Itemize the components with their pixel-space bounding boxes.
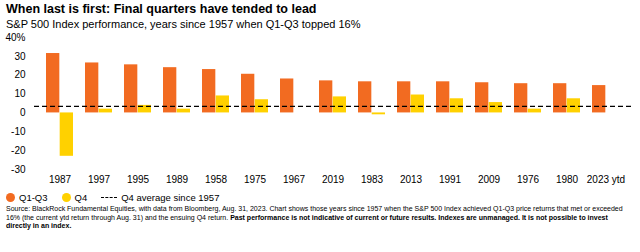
svg-text:1976: 1976 [517, 174, 540, 185]
svg-text:1975: 1975 [244, 174, 267, 185]
html-text:Q4 average since 1957: Q4 average since 1957 [121, 192, 220, 203]
svg-text:2013: 2013 [400, 174, 423, 185]
html-text:When last is first: Final quar: When last is first: Final quarters have … [6, 2, 317, 16]
svg-text:1958: 1958 [205, 174, 228, 185]
svg-text:40%: 40% [5, 32, 25, 43]
html-text:Q1-Q3: Q1-Q3 [19, 192, 48, 203]
html-text:Q4: Q4 [74, 192, 88, 203]
svg-text:2009: 2009 [478, 174, 501, 185]
svg-text:20: 20 [14, 69, 26, 80]
svg-text:1995: 1995 [127, 174, 150, 185]
svg-text:0: 0 [20, 107, 26, 118]
html-text:S&P 500 Index performance, yea: S&P 500 Index performance, years since 1… [6, 18, 361, 30]
svg-text:2019: 2019 [322, 174, 345, 185]
svg-text:30: 30 [14, 51, 26, 62]
svg-text:2023 ytd: 2023 ytd [587, 174, 625, 185]
svg-text:1991: 1991 [439, 174, 462, 185]
svg-text:1967: 1967 [283, 174, 306, 185]
svg-text:-30: -30 [11, 164, 26, 175]
svg-text:1987: 1987 [49, 174, 72, 185]
svg-text:1980: 1980 [556, 174, 579, 185]
svg-text:-10: -10 [11, 126, 26, 137]
svg-text:1983: 1983 [361, 174, 384, 185]
svg-text:1989: 1989 [166, 174, 189, 185]
svg-text:1997: 1997 [88, 174, 111, 185]
svg-text:-20: -20 [11, 145, 26, 156]
html-text:Source: BlackRock Fundamental: Source: BlackRock Fundamental Equities, … [6, 205, 623, 229]
svg-text:10: 10 [14, 88, 26, 99]
